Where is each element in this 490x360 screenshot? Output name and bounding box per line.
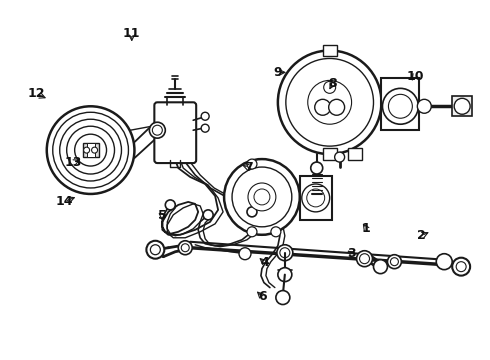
Circle shape — [203, 210, 213, 220]
Circle shape — [201, 124, 209, 132]
Circle shape — [278, 268, 292, 282]
Bar — [87, 143, 95, 157]
Circle shape — [74, 134, 106, 166]
Text: 13: 13 — [65, 156, 82, 169]
Circle shape — [302, 184, 330, 212]
Circle shape — [436, 254, 452, 270]
Circle shape — [53, 112, 128, 188]
Circle shape — [278, 50, 382, 154]
Circle shape — [254, 189, 270, 205]
Bar — [452, 96, 472, 116]
Circle shape — [152, 125, 162, 135]
Bar — [83, 143, 98, 157]
Circle shape — [388, 255, 401, 269]
Circle shape — [232, 167, 292, 227]
Circle shape — [84, 147, 90, 153]
Text: 10: 10 — [406, 69, 424, 82]
Bar — [323, 148, 337, 160]
Circle shape — [149, 122, 165, 138]
Circle shape — [276, 291, 290, 305]
Circle shape — [201, 112, 209, 120]
Circle shape — [383, 88, 418, 124]
Bar — [300, 176, 332, 220]
Circle shape — [271, 227, 281, 237]
Circle shape — [391, 258, 398, 266]
Circle shape — [335, 152, 344, 162]
Circle shape — [224, 159, 300, 235]
Circle shape — [247, 207, 257, 217]
Circle shape — [357, 251, 372, 267]
Circle shape — [417, 99, 431, 113]
Text: 1: 1 — [362, 222, 370, 235]
Text: 3: 3 — [347, 247, 356, 260]
Circle shape — [373, 260, 388, 274]
Circle shape — [280, 248, 290, 258]
Circle shape — [452, 258, 470, 276]
Text: 14: 14 — [56, 195, 73, 208]
Circle shape — [315, 99, 331, 115]
Text: 12: 12 — [27, 87, 45, 100]
Text: 2: 2 — [417, 229, 426, 242]
Circle shape — [92, 147, 98, 153]
Circle shape — [181, 244, 189, 252]
Text: 6: 6 — [258, 290, 267, 303]
Circle shape — [311, 162, 323, 174]
Text: 11: 11 — [123, 27, 141, 40]
Circle shape — [308, 80, 352, 124]
Text: 8: 8 — [329, 77, 337, 90]
Circle shape — [360, 254, 369, 264]
Text: 5: 5 — [158, 210, 167, 222]
Circle shape — [247, 227, 257, 237]
Circle shape — [247, 159, 257, 169]
Bar — [382, 78, 419, 130]
Circle shape — [456, 262, 466, 272]
FancyBboxPatch shape — [154, 102, 196, 163]
Circle shape — [286, 58, 373, 146]
Circle shape — [147, 241, 164, 259]
Circle shape — [248, 183, 276, 211]
Circle shape — [165, 200, 175, 210]
Circle shape — [60, 119, 122, 181]
Circle shape — [67, 126, 115, 174]
Circle shape — [454, 98, 470, 114]
Text: 4: 4 — [260, 256, 269, 269]
Circle shape — [307, 189, 325, 207]
Text: 9: 9 — [273, 66, 282, 79]
Circle shape — [389, 94, 413, 118]
Circle shape — [277, 245, 293, 261]
Circle shape — [239, 248, 251, 260]
Circle shape — [324, 81, 336, 93]
Circle shape — [178, 241, 192, 255]
Bar — [347, 148, 362, 160]
Text: 7: 7 — [245, 161, 253, 174]
Circle shape — [150, 245, 160, 255]
Circle shape — [329, 99, 344, 115]
Circle shape — [47, 106, 134, 194]
Bar — [323, 45, 337, 57]
